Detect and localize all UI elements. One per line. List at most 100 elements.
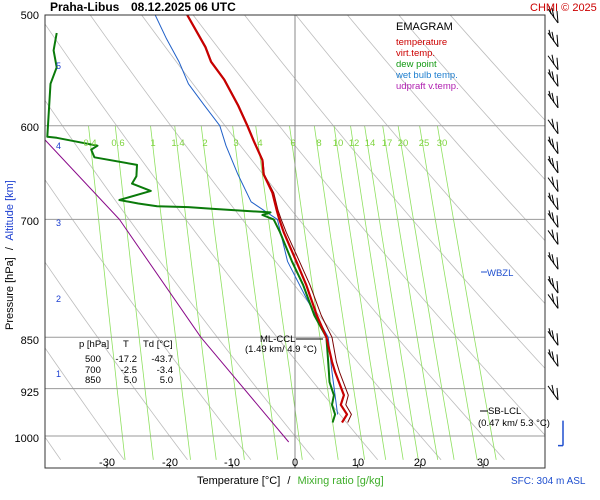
mix-label-1: 1 (150, 138, 155, 149)
wind-barb (547, 136, 559, 154)
wind-barb (547, 384, 559, 401)
mix-label-10: 10 (333, 138, 344, 149)
wind-barb (547, 90, 559, 109)
mixing-ratio-line (419, 125, 478, 460)
wind-barb-flag (551, 277, 555, 289)
wind-barb (547, 293, 559, 309)
surface-elevation: SFC: 304 m ASL (511, 476, 586, 487)
x-axis-title: Temperature [°C] / Mixing ratio [g/kg] (197, 475, 384, 487)
wind-barbs (547, 5, 564, 447)
dry-adiabat (45, 347, 125, 461)
series-dew-point (46, 32, 337, 423)
wind-barb-flag (548, 5, 552, 15)
ml-ccl-label: ML-CCL (260, 334, 295, 345)
copyright: CHMI © 2025 (530, 2, 597, 14)
mix-label-3: 3 (233, 138, 238, 149)
mixing-ratio-line (333, 125, 387, 460)
mix-label-25: 25 (419, 138, 430, 149)
mixing-ratio-line (150, 125, 191, 460)
mix-label-0.4: 0.4 (83, 138, 96, 149)
wind-barb-flag (551, 7, 555, 19)
wind-barb-staff (547, 8, 559, 24)
mix-label-0.6: 0.6 (111, 138, 124, 149)
mix-label-6: 6 (290, 138, 295, 149)
wind-barb-flag (556, 160, 559, 173)
ml-ccl-value: (1.49 km/ 4.9 °C) (245, 344, 317, 355)
dry-adiabat (141, 15, 505, 461)
wind-barb-staff (547, 213, 559, 228)
wind-barb-flag (551, 384, 555, 396)
table-cell: -2.5 (121, 365, 137, 376)
wind-barb-flag (548, 29, 552, 38)
altitude-tick-3: 3 (56, 218, 61, 228)
wind-barb-staff (547, 55, 559, 71)
wind-barb-flag (551, 54, 555, 65)
mixing-ratio-line (382, 125, 439, 460)
legend-item-temperature: temperature (396, 37, 447, 48)
wind-barb-staff (547, 158, 559, 174)
wind-barb-flag (551, 176, 555, 187)
mixing-ratio-line (437, 125, 497, 460)
wbzl-annotation: WBZL (481, 268, 513, 279)
pressure-tick-850: 850 (21, 335, 39, 347)
wind-barb (547, 5, 559, 24)
pressure-ticks: 500 600 700 850 925 1000 (15, 10, 39, 445)
mix-label-1.4: 1.4 (171, 138, 184, 149)
table-cell: 5.0 (124, 375, 137, 386)
dry-adiabat (398, 15, 545, 181)
wind-barb (558, 420, 564, 447)
wind-barb-flag (556, 95, 559, 108)
wind-barb-staff (547, 254, 559, 270)
wind-barb-flag (551, 254, 555, 265)
wind-barb-staff (547, 278, 559, 294)
mixing-ratio-line (114, 125, 154, 460)
mix-label-12: 12 (349, 138, 360, 149)
mix-label-2: 2 (202, 138, 207, 149)
pressure-tick-1000: 1000 (15, 433, 39, 445)
mix-label-4: 4 (257, 138, 262, 149)
wind-barb-flag (551, 31, 555, 42)
chart-station: Praha-Libus (50, 0, 120, 14)
table-cell: 500 (85, 354, 101, 365)
wind-barb (547, 118, 559, 135)
wind-barb-staff (547, 93, 559, 109)
wind-barb-flag (551, 71, 555, 82)
temp-tick-10: 10 (352, 457, 364, 469)
pressure-tick-925: 925 (21, 387, 39, 399)
wind-barb-flag (556, 141, 559, 154)
series-layer (45, 15, 352, 443)
grid-layer (45, 15, 545, 468)
wind-barb-flag (548, 136, 552, 145)
wind-barb-flag (548, 210, 552, 219)
wind-barb (547, 192, 559, 211)
wind-barb-staff (547, 352, 559, 367)
mixing-ratio-line (232, 125, 279, 460)
dry-adiabat (45, 23, 379, 461)
temp-tick-m20: -20 (162, 457, 178, 469)
table-cell: 850 (85, 375, 101, 386)
series-udpraft-v-temp (45, 139, 290, 443)
dry-adiabat (89, 15, 442, 461)
wind-barb-flag (556, 121, 559, 134)
wind-barb-flag (556, 74, 559, 87)
wind-barb (547, 69, 559, 87)
wind-barb-flag (556, 232, 559, 245)
table-cell: -43.7 (151, 354, 173, 365)
mixing-ratio-line (350, 125, 404, 460)
wind-barb-flag (548, 192, 552, 201)
wind-barb-staff (547, 195, 559, 211)
dry-adiabat (45, 99, 315, 461)
wind-barb-flag (556, 333, 559, 346)
table-cell: 700 (85, 365, 101, 376)
sb-lcl-label: SB-LCL (488, 406, 521, 417)
wind-barb-staff (547, 385, 559, 401)
x-axis-label-mixing-ratio: Mixing ratio [g/kg] (297, 475, 383, 487)
y-axis-label-pressure: Pressure [hPa] (4, 257, 16, 330)
wind-barb-staff (547, 177, 559, 192)
wind-barb-flag (556, 10, 559, 24)
wbzl-label: WBZL (487, 268, 513, 279)
wind-barb-flag (556, 296, 559, 309)
sb-lcl-annotation: SB-LCL (0.47 km/ 5.3 °C) (478, 406, 550, 429)
altitude-tick-1: 1 (56, 369, 61, 379)
